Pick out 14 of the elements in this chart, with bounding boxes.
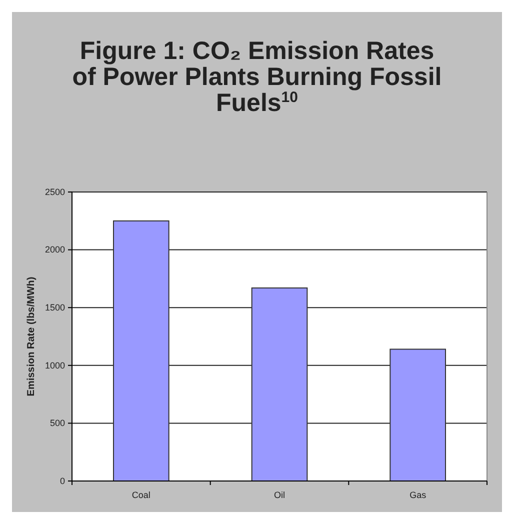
y-tick-label: 500 <box>50 418 65 428</box>
y-tick-label: 2000 <box>44 244 65 255</box>
chart-title: Figure 1: CO₂ Emission Rates of Power Plants Burning Fossil Fuels$^{10}$ <box>71 37 443 117</box>
y-tick-label: 1500 <box>44 302 65 312</box>
x-tick-label: Oil <box>274 490 285 500</box>
y-tick-label: 2500 <box>44 186 65 197</box>
y-tick-label: 1000 <box>44 360 65 370</box>
bar <box>251 287 308 482</box>
x-tick-label: Gas <box>410 490 427 500</box>
bar <box>390 348 446 482</box>
bar <box>113 220 170 482</box>
x-tick-label: Coal <box>132 490 150 500</box>
y-axis-title: Emission Rate (lbs/MWh) <box>26 276 37 396</box>
y-tick-label: 0 <box>60 476 65 486</box>
